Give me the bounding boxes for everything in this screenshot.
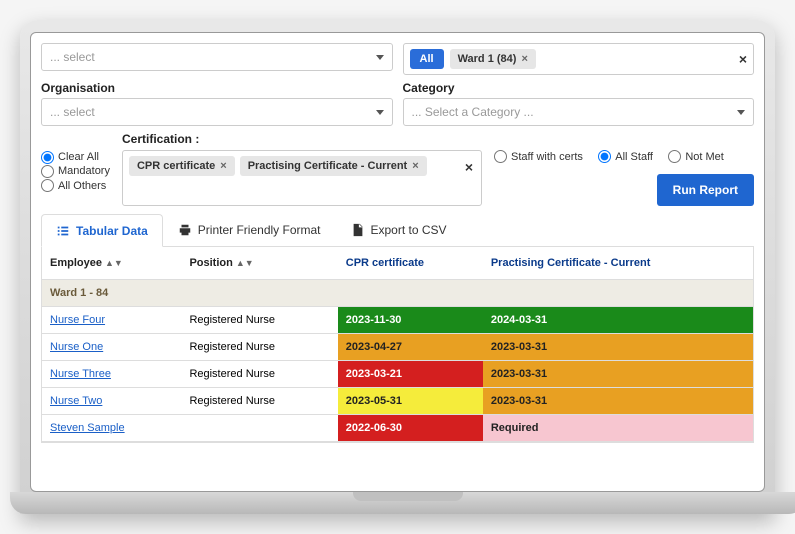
organisation-label: Organisation [41,81,393,95]
position-cell: Registered Nurse [181,361,337,388]
chip-remove-icon[interactable]: × [412,160,418,172]
employee-link[interactable]: Nurse Four [50,314,105,326]
all-pill[interactable]: All [410,49,444,69]
cpr-cell: 2023-04-27 [338,334,483,361]
top-left-select-placeholder: ... select [50,50,95,64]
cpr-cell: 2023-05-31 [338,388,483,415]
practising-cell: 2024-03-31 [483,307,753,334]
certification-chip-box[interactable]: CPR certificate × Practising Certificate… [122,150,482,206]
certification-label: Certification : [122,132,482,146]
laptop-frame: ... select All Ward 1 (84) × × Organisat… [20,20,775,514]
radio-all-others[interactable]: All Others [41,179,110,193]
cert-chip-practising[interactable]: Practising Certificate - Current × [240,156,427,176]
table-row: Nurse Two Registered Nurse2023-05-312023-… [42,388,753,415]
sort-icon: ▲▼ [236,258,254,268]
report-table-wrap: Employee▲▼ Position▲▼ CPR certificate Pr… [41,247,754,443]
chip-remove-icon[interactable]: × [220,160,226,172]
th-practising[interactable]: Practising Certificate - Current [483,247,753,280]
ward-chip-label: Ward 1 (84) [458,53,517,65]
radio-mandatory[interactable]: Mandatory [41,164,110,178]
ward-group-row: Ward 1 - 84 [42,280,753,307]
printer-icon [178,223,192,237]
radio-clear-all[interactable]: Clear All [41,150,110,164]
clear-wards-button[interactable]: × [739,51,747,67]
employee-cell: Nurse Three [42,361,181,388]
organisation-select[interactable]: ... select [41,98,393,126]
tab-csv[interactable]: Export to CSV [336,214,462,246]
tab-printer[interactable]: Printer Friendly Format [163,214,336,246]
practising-cell: 2023-03-31 [483,334,753,361]
table-row: Nurse One Registered Nurse2023-04-272023-… [42,334,753,361]
app-screen: ... select All Ward 1 (84) × × Organisat… [30,32,765,492]
position-cell: Registered Nurse [181,388,337,415]
employee-link[interactable]: Nurse Two [50,395,102,407]
sort-icon: ▲▼ [105,258,123,268]
radio-not-met[interactable]: Not Met [668,150,724,163]
cpr-cell: 2023-03-21 [338,361,483,388]
caret-down-icon [737,110,745,115]
employee-link[interactable]: Nurse Three [50,368,111,380]
laptop-notch [353,492,463,501]
table-row: Steven Sample 2022-06-30Required [42,415,753,442]
employee-cell: Nurse Two [42,388,181,415]
caret-down-icon [376,110,384,115]
cpr-cell: 2022-06-30 [338,415,483,442]
th-position[interactable]: Position▲▼ [181,247,337,280]
radio-staff-with-certs[interactable]: Staff with certs [494,150,583,163]
position-cell: Registered Nurse [181,334,337,361]
th-cpr[interactable]: CPR certificate [338,247,483,280]
radio-all-staff[interactable]: All Staff [598,150,653,163]
chip-remove-icon[interactable]: × [521,53,527,65]
category-select[interactable]: ... Select a Category ... [403,98,755,126]
organisation-placeholder: ... select [50,105,95,119]
left-radio-group: Clear All Mandatory All Others [41,132,110,193]
th-employee[interactable]: Employee▲▼ [42,247,181,280]
clear-certifications-button[interactable]: × [465,159,473,175]
category-placeholder: ... Select a Category ... [412,105,534,119]
category-label: Category [403,81,755,95]
run-report-button[interactable]: Run Report [657,174,754,206]
top-left-select[interactable]: ... select [41,43,393,71]
cpr-cell: 2023-11-30 [338,307,483,334]
report-table: Employee▲▼ Position▲▼ CPR certificate Pr… [42,247,753,442]
employee-cell: Nurse One [42,334,181,361]
position-cell [181,415,337,442]
laptop-base [10,492,795,514]
employee-link[interactable]: Nurse One [50,341,103,353]
practising-cell: 2023-03-31 [483,388,753,415]
caret-down-icon [376,55,384,60]
practising-cell: Required [483,415,753,442]
table-row: Nurse Four Registered Nurse2023-11-302024… [42,307,753,334]
staff-radio-group: Staff with certs All Staff Not Met [494,150,736,166]
cert-chip-cpr[interactable]: CPR certificate × [129,156,235,176]
employee-link[interactable]: Steven Sample [50,422,125,434]
tabs-bar: Tabular Data Printer Friendly Format Exp… [41,214,754,247]
employee-cell: Nurse Four [42,307,181,334]
tab-tabular[interactable]: Tabular Data [41,214,163,247]
list-icon [56,224,70,238]
ward-chip[interactable]: Ward 1 (84) × [450,49,536,69]
table-row: Nurse Three Registered Nurse2023-03-21202… [42,361,753,388]
employee-cell: Steven Sample [42,415,181,442]
position-cell: Registered Nurse [181,307,337,334]
practising-cell: 2023-03-31 [483,361,753,388]
file-icon [351,223,365,237]
ward-filter-box[interactable]: All Ward 1 (84) × × [403,43,755,75]
